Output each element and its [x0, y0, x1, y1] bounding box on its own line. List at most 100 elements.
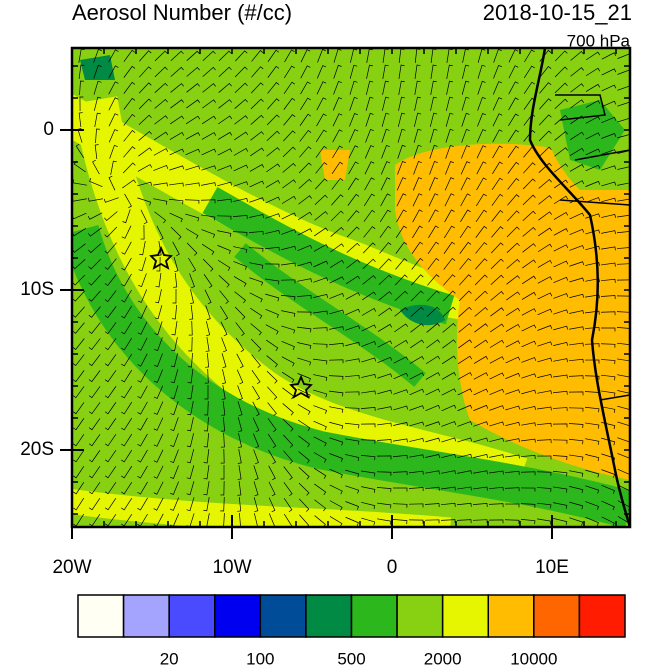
wind-barb: [458, 290, 472, 302]
lat-label: 20S: [20, 439, 54, 460]
wind-barb: [154, 211, 167, 224]
wind-barb: [233, 276, 247, 287]
wind-barb: [137, 385, 148, 399]
wind-barb: [108, 49, 119, 63]
wind-barb: [201, 165, 217, 171]
wind-barb: [601, 68, 617, 76]
wind-barb: [281, 371, 295, 383]
wind-barb: [601, 485, 615, 495]
wind-barb: [297, 261, 313, 267]
wind-barb: [393, 454, 408, 459]
wind-barb: [425, 388, 441, 396]
wind-barb: [397, 144, 406, 159]
wind-barb: [446, 64, 453, 79]
wind-barb: [363, 226, 376, 238]
wind-barb: [365, 112, 374, 127]
wind-barb: [331, 177, 344, 190]
wind-barb: [585, 262, 600, 266]
wind-barb: [252, 417, 260, 433]
wind-barb: [443, 241, 456, 254]
wind-barb: [457, 355, 473, 365]
wind-barb: [137, 465, 148, 479]
wind-barb: [280, 295, 296, 301]
wind-barb: [521, 389, 537, 395]
wind-barb: [123, 65, 136, 78]
wind-barb: [490, 258, 504, 270]
wind-barb: [430, 96, 437, 111]
wind-barb: [104, 274, 117, 287]
wind-barb: [458, 323, 472, 333]
wind-barb: [328, 375, 344, 380]
wind-barb: [204, 400, 209, 416]
wind-barb: [249, 307, 263, 319]
wind-barb: [584, 391, 600, 397]
wind-barb: [441, 388, 457, 396]
wind-barb: [217, 131, 233, 140]
wind-barb: [88, 227, 102, 237]
wind-barb: [265, 196, 281, 204]
wind-barb: [443, 257, 456, 270]
wind-barb: [92, 159, 100, 175]
wind-barb: [521, 275, 537, 285]
wind-barb: [329, 453, 343, 462]
wind-barb: [477, 64, 486, 79]
level: 700 hPa: [567, 31, 631, 50]
wind-barb: [121, 465, 133, 479]
wind-barb: [361, 374, 376, 378]
colorbar-box: [487, 594, 535, 638]
wind-barb: [346, 226, 360, 238]
wind-barb: [153, 198, 168, 205]
green-band: [72, 224, 630, 527]
wind-barb: [428, 193, 439, 207]
wind-barb: [234, 115, 248, 125]
wind-barb: [427, 241, 440, 254]
wind-barb: [139, 50, 152, 62]
wind-barb: [617, 166, 630, 170]
wind-barb: [108, 113, 119, 127]
wind-barb: [488, 503, 504, 508]
wind-barb: [284, 49, 295, 63]
wind-barb: [345, 292, 361, 300]
wind-barb: [297, 211, 313, 221]
title: Aerosol Number (#/cc): [72, 0, 292, 25]
wind-barb: [186, 99, 201, 109]
wind-barb: [570, 51, 584, 61]
wind-barb: [392, 519, 408, 525]
wind-barb: [569, 277, 585, 283]
wind-barb: [429, 161, 438, 175]
wind-barb: [492, 129, 503, 143]
wind-barb: [154, 115, 168, 125]
wind-barb: [313, 420, 327, 431]
wind-barb: [456, 519, 472, 524]
wind-barb: [461, 80, 470, 95]
wind-barb: [508, 97, 519, 111]
wind-barb: [88, 370, 101, 383]
wind-barb: [523, 65, 535, 79]
wind-barb: [474, 274, 488, 286]
wind-barb: [584, 343, 600, 348]
wind-barb: [489, 339, 505, 348]
wind-barb: [137, 417, 148, 431]
wind-barb: [299, 97, 311, 111]
wind-barb: [441, 372, 457, 380]
wind-barb: [347, 193, 360, 206]
wind-barb: [474, 323, 488, 333]
wind-barb: [601, 390, 616, 397]
wind-barb: [474, 290, 488, 302]
wind-barb: [410, 290, 424, 302]
wind-barb: [267, 49, 280, 62]
wind-barb: [139, 241, 146, 256]
wind-barb: [457, 502, 472, 507]
wind-barb: [316, 81, 327, 95]
wind-barb: [427, 274, 440, 286]
wind-barb: [313, 374, 328, 381]
wind-barb: [172, 241, 180, 257]
wind-barb: [553, 502, 568, 509]
wind-barb: [137, 481, 148, 495]
wind-barb: [553, 374, 568, 379]
wind-barb: [140, 209, 148, 225]
wind-barb: [73, 481, 85, 495]
wind-barb: [360, 407, 376, 411]
wind-barb: [426, 290, 440, 302]
wind-barb: [365, 96, 374, 111]
